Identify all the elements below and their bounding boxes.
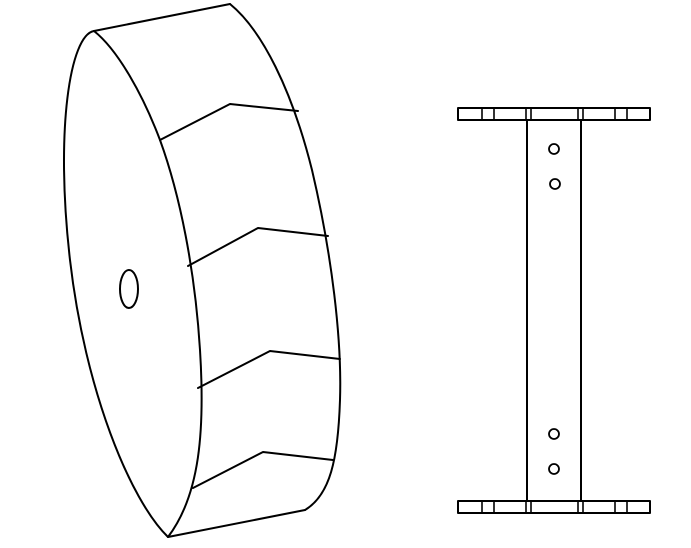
wheel-back-edge: [229, 3, 342, 511]
tread-chevron-4: [192, 451, 334, 489]
tread-chevron-2: [187, 227, 329, 267]
bolt-hole-bottom-1: [548, 428, 560, 440]
bolt-hole-bottom-2: [548, 463, 560, 475]
wheel-hub-hole: [119, 269, 139, 309]
wheel-front-face: [63, 30, 169, 538]
wheel: [63, 3, 342, 538]
wheel-top-edge: [93, 3, 231, 32]
bracket-web: [526, 119, 582, 502]
tread-chevron-3: [197, 350, 341, 389]
tread-chevron-1: [159, 103, 299, 141]
axle-bracket: [457, 107, 651, 514]
wheel-bottom-edge: [167, 509, 306, 538]
bolt-hole-top-1: [548, 143, 560, 155]
wheel-rim-line: [93, 30, 203, 538]
bottom-flange: [457, 500, 651, 514]
bolt-hole-top-2: [549, 178, 561, 190]
top-flange: [457, 107, 651, 121]
